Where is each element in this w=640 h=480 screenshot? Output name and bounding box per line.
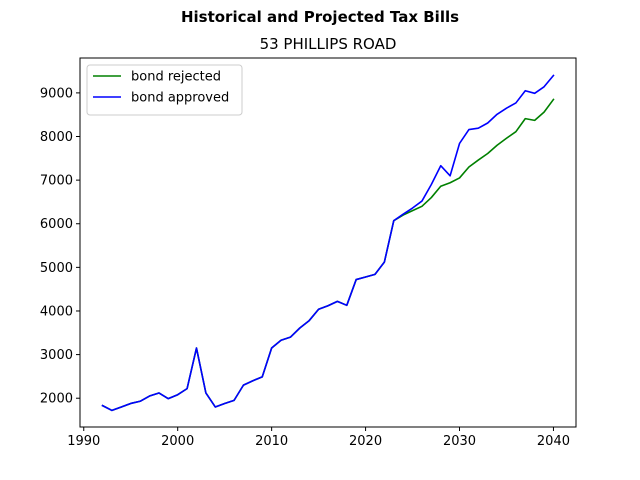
legend-label-0: bond rejected bbox=[131, 70, 221, 85]
x-tick-label-4: 2030 bbox=[443, 434, 476, 449]
y-tick-label-3: 5000 bbox=[40, 261, 73, 276]
x-tick-label-3: 2020 bbox=[349, 434, 382, 449]
axes-frame bbox=[79, 57, 577, 428]
x-tick-label-5: 2040 bbox=[537, 434, 570, 449]
legend-label-1: bond approved bbox=[131, 91, 229, 106]
legend-items: bond rejected bond approved bbox=[93, 70, 229, 106]
y-tick-label-4: 6000 bbox=[40, 217, 73, 232]
x-tick-label-2: 2010 bbox=[255, 434, 288, 449]
y-tick-label-7: 9000 bbox=[40, 86, 73, 101]
plot-area: 1990 2000 2010 2020 2030 2040 2000 3000 4000 500… bbox=[40, 57, 577, 449]
x-axis: 1990 2000 2010 2020 2030 2040 bbox=[67, 427, 570, 449]
legend-box bbox=[86, 64, 243, 116]
x-tick-label-1: 2000 bbox=[161, 434, 194, 449]
series-line-0 bbox=[101, 98, 555, 412]
x-tick-label-0: 1990 bbox=[67, 434, 100, 449]
y-tick-label-6: 8000 bbox=[40, 130, 73, 145]
series-layer bbox=[101, 74, 555, 412]
y-tick-label-0: 2000 bbox=[40, 392, 73, 407]
y-tick-label-2: 4000 bbox=[40, 304, 73, 319]
y-tick-label-1: 3000 bbox=[40, 348, 73, 363]
chart-title: 53 PHILLIPS ROAD bbox=[260, 35, 397, 53]
y-axis: 2000 3000 4000 5000 6000 7000 8000 9000 bbox=[40, 86, 80, 407]
chart-suptitle: Historical and Projected Tax Bills bbox=[181, 8, 459, 26]
legend: bond rejected bond approved bbox=[86, 64, 243, 116]
y-tick-label-5: 7000 bbox=[40, 174, 73, 189]
series-line-1 bbox=[101, 74, 555, 412]
